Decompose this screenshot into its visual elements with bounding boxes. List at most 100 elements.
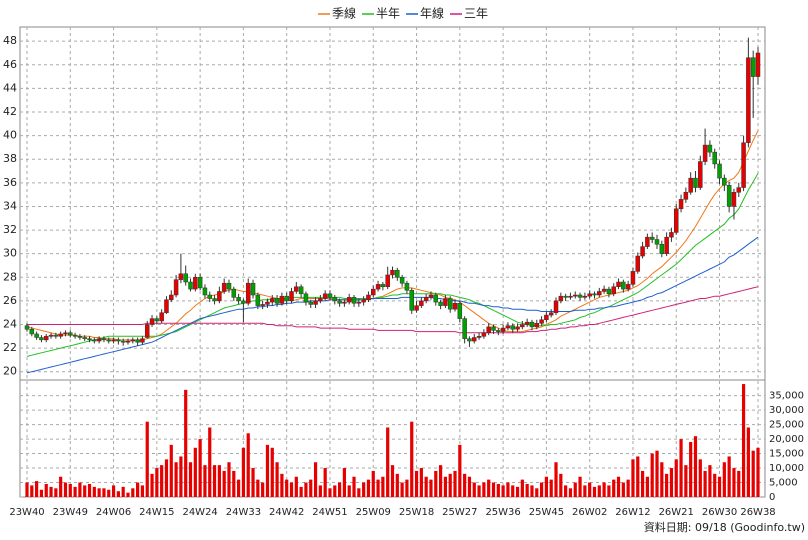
volume-bar bbox=[184, 389, 188, 497]
legend-label: 年線 bbox=[420, 6, 444, 21]
volume-bar bbox=[323, 468, 327, 497]
volume-bar bbox=[583, 485, 587, 497]
y-tick-label: 28 bbox=[3, 270, 17, 283]
candle-body bbox=[294, 286, 299, 292]
candle-body bbox=[221, 282, 227, 292]
volume-bar bbox=[366, 479, 371, 497]
candle-body bbox=[717, 163, 722, 179]
candle-body bbox=[101, 338, 107, 341]
candle-body bbox=[582, 295, 588, 298]
volume-bar bbox=[665, 473, 669, 497]
candle-body bbox=[515, 326, 520, 330]
candle-body bbox=[707, 144, 713, 153]
volume-bar bbox=[612, 479, 616, 497]
candle-body bbox=[496, 330, 501, 332]
candle-body bbox=[48, 334, 54, 337]
candle-body bbox=[491, 326, 496, 331]
candle-body bbox=[322, 293, 328, 299]
candle-body bbox=[678, 199, 684, 210]
candle-body bbox=[698, 161, 703, 188]
x-tick-label: 25W45 bbox=[529, 507, 564, 518]
candle-body bbox=[486, 326, 491, 334]
candle-body bbox=[274, 298, 280, 304]
volume-bar bbox=[588, 482, 592, 497]
candle-body bbox=[390, 269, 395, 276]
candle-body bbox=[404, 282, 410, 291]
volume-bar bbox=[304, 482, 308, 497]
volume-bar bbox=[270, 447, 274, 497]
volume-bar bbox=[126, 492, 130, 497]
candle-body bbox=[601, 288, 607, 292]
volume-bar bbox=[636, 456, 640, 497]
candle-body bbox=[231, 288, 237, 298]
candle-body bbox=[193, 277, 198, 290]
volume-bar bbox=[217, 465, 221, 497]
candle-body bbox=[688, 177, 693, 193]
volume-bar bbox=[193, 447, 197, 497]
volume-bar bbox=[337, 482, 342, 497]
candle-body bbox=[659, 243, 665, 254]
volume-bar bbox=[160, 465, 164, 497]
candle-body bbox=[524, 321, 530, 325]
volume-bar bbox=[381, 476, 385, 497]
candle-body bbox=[472, 337, 477, 342]
candle-body bbox=[43, 336, 49, 341]
ma-line bbox=[27, 286, 759, 334]
volume-bar bbox=[232, 470, 236, 497]
candle-body bbox=[313, 300, 318, 305]
y-tick-label: 26 bbox=[3, 294, 17, 307]
volume-bar bbox=[352, 476, 356, 497]
volume-bar bbox=[140, 485, 145, 497]
candle-body bbox=[746, 57, 751, 143]
candle-body bbox=[414, 305, 419, 311]
candle-body bbox=[130, 339, 136, 342]
volume-bar bbox=[448, 473, 452, 497]
volume-bar bbox=[554, 462, 558, 497]
x-tick-label: 24W42 bbox=[269, 507, 304, 518]
volume-bar bbox=[616, 476, 621, 497]
volume-bar bbox=[463, 473, 467, 497]
candle-body bbox=[664, 236, 669, 254]
candle-body bbox=[722, 177, 727, 186]
ma-line bbox=[26, 130, 759, 341]
candle-body bbox=[356, 301, 362, 304]
candle-body bbox=[611, 286, 616, 295]
candle-body bbox=[63, 332, 68, 335]
volume-bar bbox=[578, 476, 582, 497]
x-tick-label: 26W02 bbox=[572, 507, 607, 518]
candle-body bbox=[279, 295, 285, 304]
candle-body bbox=[303, 293, 309, 303]
candle-body bbox=[255, 294, 261, 306]
volume-bar bbox=[44, 483, 48, 497]
volume-bar bbox=[136, 482, 140, 497]
volume-bar bbox=[506, 482, 510, 497]
volume-bar bbox=[429, 479, 433, 497]
y-tick-label: 22 bbox=[3, 341, 17, 354]
volume-bar bbox=[684, 465, 688, 497]
volume-bar bbox=[212, 465, 217, 497]
volume-bar bbox=[87, 483, 92, 497]
volume-bar bbox=[208, 427, 212, 497]
candle-body bbox=[87, 338, 92, 341]
volume-bar bbox=[92, 486, 96, 497]
volume-bar bbox=[597, 485, 601, 497]
volume-bar bbox=[275, 462, 279, 497]
candle-body bbox=[169, 294, 174, 300]
volume-bar bbox=[251, 468, 255, 497]
volume-bar bbox=[256, 479, 260, 497]
candle-body bbox=[308, 301, 313, 305]
volume-bar bbox=[487, 479, 491, 497]
volume-bar bbox=[607, 485, 611, 497]
candle-body bbox=[630, 271, 636, 285]
volume-bar bbox=[313, 462, 318, 497]
candle-body bbox=[669, 232, 674, 238]
volume-bar bbox=[289, 482, 294, 497]
candle-body bbox=[640, 246, 645, 257]
volume-bar bbox=[376, 479, 380, 497]
candle-body bbox=[197, 277, 203, 289]
x-tick-label: 26W30 bbox=[702, 507, 737, 518]
legend-label: 半年 bbox=[376, 7, 400, 21]
candle-body bbox=[154, 318, 160, 322]
volume-bar bbox=[592, 486, 597, 497]
volume-bar bbox=[63, 482, 68, 497]
